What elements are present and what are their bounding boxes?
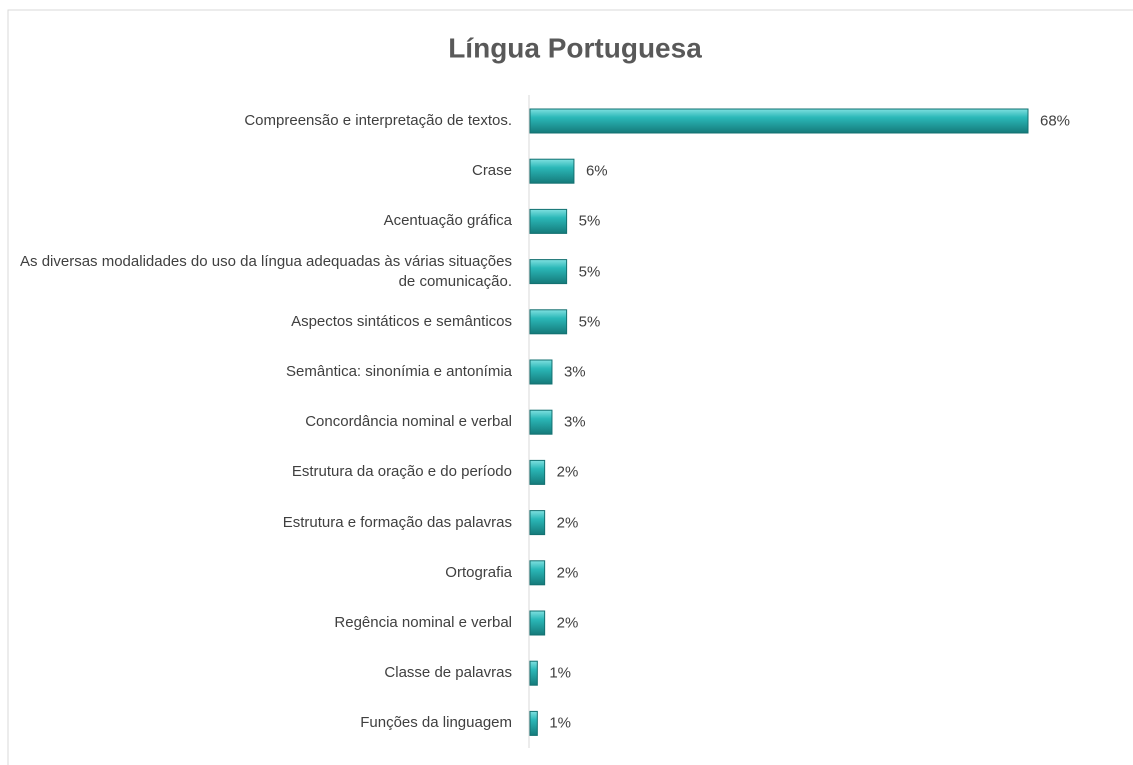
category-label: Aspectos sintáticos e semânticos (291, 312, 512, 330)
bar (529, 259, 568, 285)
value-label: 68% (1040, 112, 1071, 130)
value-label: 5% (578, 212, 601, 230)
value-label: 2% (556, 463, 579, 481)
bar (529, 409, 553, 435)
bar (529, 208, 568, 234)
bar (529, 710, 538, 736)
bar (529, 158, 575, 184)
category-label: Compreensão e interpretação de textos. (244, 112, 512, 129)
value-label: 1% (549, 664, 571, 682)
category-label: Crase (471, 162, 512, 180)
bar (529, 309, 568, 335)
value-label: 1% (549, 714, 571, 732)
value-label: 2% (556, 564, 579, 582)
category-label: Ortografia (445, 563, 512, 581)
chart-title: Língua Portuguesa (448, 32, 702, 63)
value-label: 6% (585, 162, 608, 180)
bar (529, 359, 553, 385)
category-label: Acentuação gráfica (383, 212, 512, 230)
value-label: 3% (563, 363, 586, 381)
category-label: Regência nominal e verbal (334, 614, 512, 631)
category-label: Estrutura da oração e do período (291, 463, 512, 481)
bar (529, 560, 546, 586)
value-label: 2% (556, 614, 579, 632)
category-label: As diversas modalidades do uso da língua… (20, 252, 512, 290)
category-label: Funções da linguagem (360, 714, 512, 732)
bar (529, 459, 546, 485)
value-label: 3% (563, 413, 586, 431)
category-label: Concordância nominal e verbal (305, 413, 512, 431)
bar (529, 610, 546, 636)
value-label: 5% (578, 313, 601, 331)
bar (529, 510, 546, 536)
category-label: Semântica: sinonímia e antonímia (286, 363, 512, 380)
bar (529, 660, 538, 686)
category-label: Classe de palavras (384, 664, 512, 682)
chart-border (7, 9, 1133, 765)
category-label: Estrutura e formação das palavras (282, 513, 512, 531)
value-label: 5% (578, 263, 601, 281)
bar (529, 108, 1029, 134)
value-label: 2% (556, 514, 579, 532)
